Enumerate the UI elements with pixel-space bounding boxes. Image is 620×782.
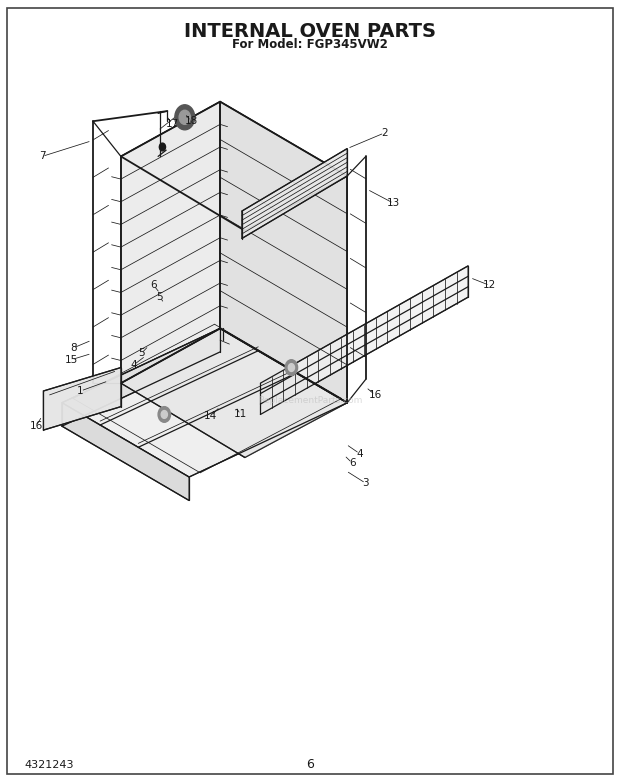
Circle shape [158, 407, 170, 422]
Text: 6: 6 [151, 281, 157, 290]
Text: 1: 1 [78, 386, 84, 396]
Polygon shape [121, 328, 347, 457]
Polygon shape [242, 149, 347, 239]
Polygon shape [62, 328, 347, 477]
Text: 4: 4 [130, 361, 136, 370]
Text: 2: 2 [381, 128, 388, 138]
Text: 14: 14 [204, 411, 218, 421]
Circle shape [285, 360, 298, 375]
Polygon shape [121, 102, 220, 383]
Text: 3: 3 [363, 479, 369, 488]
Text: 15: 15 [64, 355, 78, 364]
Circle shape [175, 105, 195, 130]
Text: 4: 4 [356, 449, 363, 458]
Text: 8: 8 [70, 343, 76, 353]
Text: 5: 5 [157, 292, 163, 302]
Circle shape [179, 110, 190, 124]
Polygon shape [43, 368, 121, 430]
Text: 7: 7 [39, 152, 45, 161]
Text: 6: 6 [349, 458, 355, 468]
Text: 13: 13 [387, 199, 401, 208]
Text: 16: 16 [29, 421, 43, 431]
Text: ReplacementParts.com: ReplacementParts.com [258, 396, 362, 405]
Polygon shape [121, 102, 347, 231]
Text: 6: 6 [306, 759, 314, 771]
Polygon shape [220, 102, 347, 403]
Polygon shape [260, 266, 468, 414]
Text: 17: 17 [166, 119, 179, 128]
Text: 4321243: 4321243 [25, 760, 74, 769]
Polygon shape [62, 328, 220, 426]
Polygon shape [121, 328, 347, 457]
Polygon shape [62, 403, 189, 500]
Circle shape [161, 411, 167, 418]
Text: INTERNAL OVEN PARTS: INTERNAL OVEN PARTS [184, 22, 436, 41]
Text: For Model: FGP345VW2: For Model: FGP345VW2 [232, 38, 388, 51]
Text: 16: 16 [368, 390, 382, 400]
Text: 5: 5 [138, 349, 144, 358]
Text: 12: 12 [483, 281, 497, 290]
Circle shape [159, 143, 166, 151]
Text: 11: 11 [234, 410, 247, 419]
Text: 18: 18 [184, 117, 198, 126]
Circle shape [288, 364, 294, 371]
